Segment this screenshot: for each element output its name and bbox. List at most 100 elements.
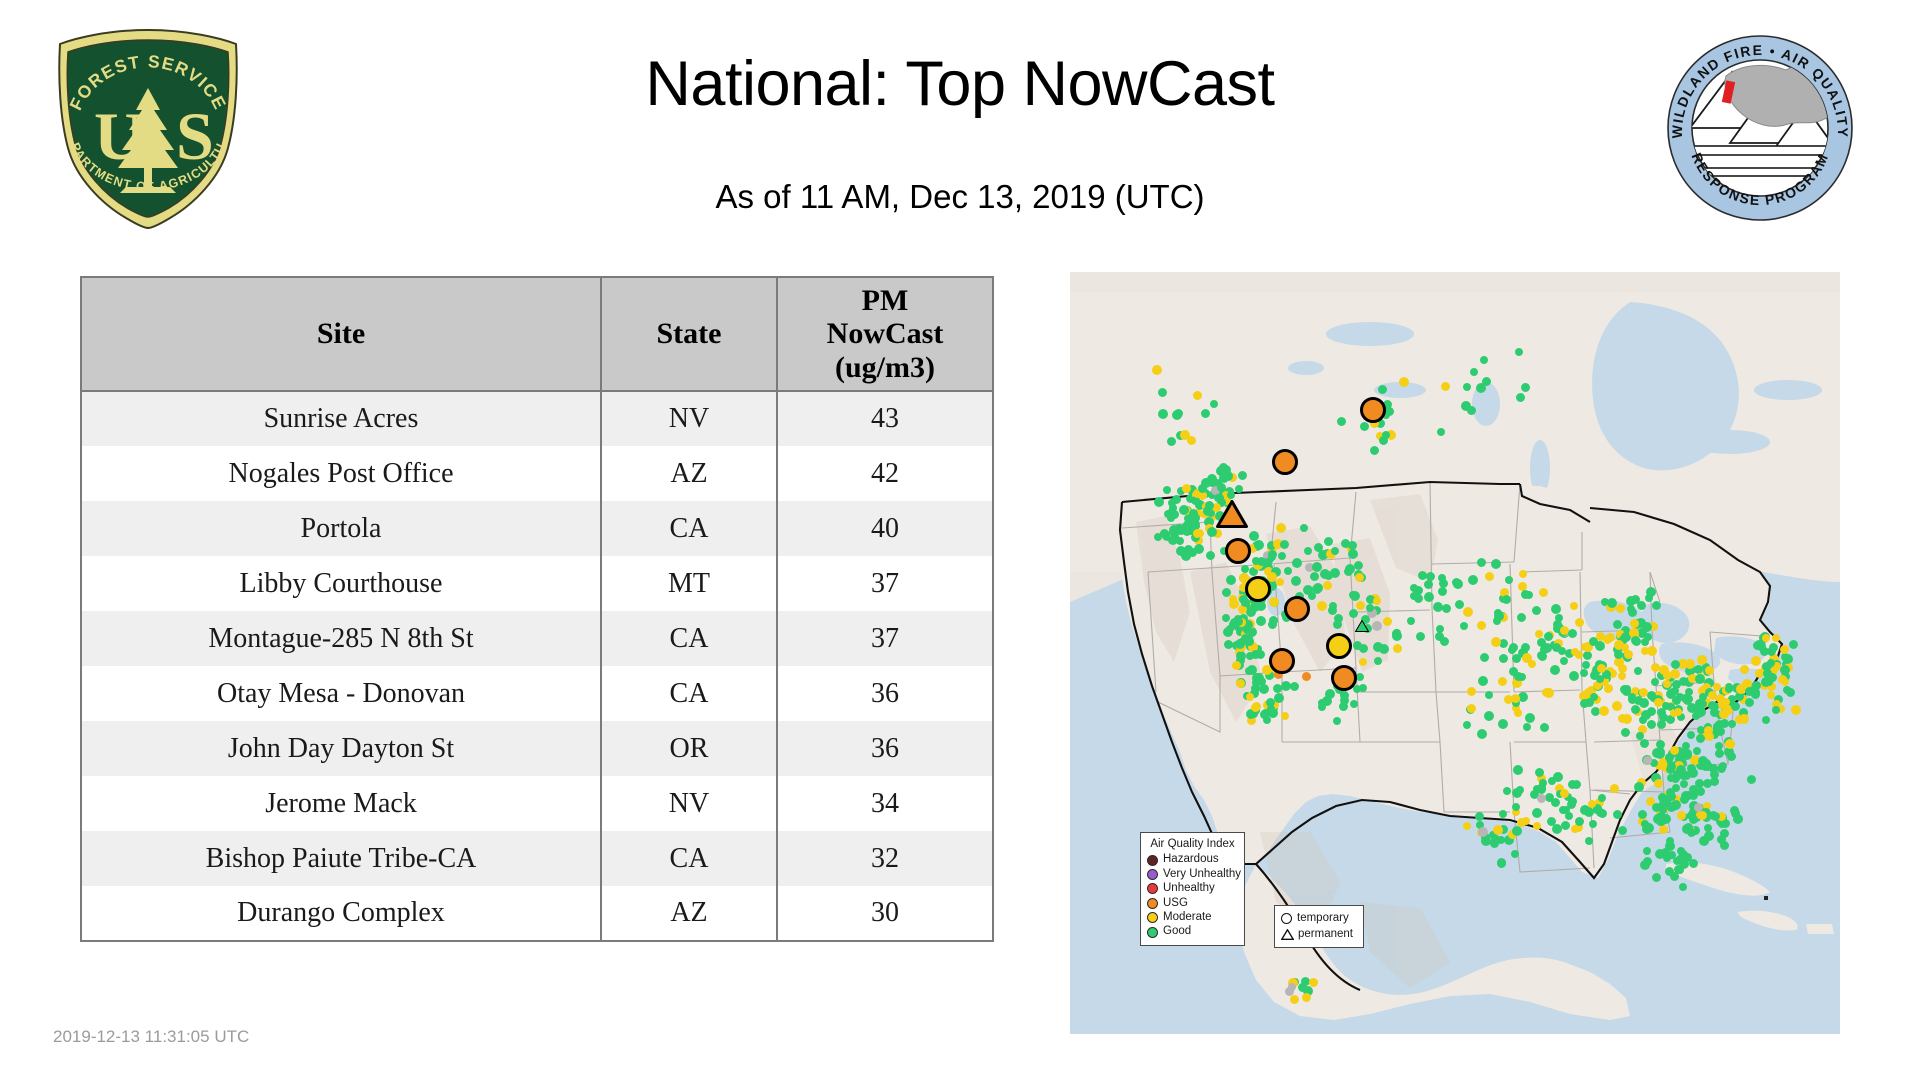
monitor-dot[interactable]: [1616, 604, 1626, 614]
monitor-dot[interactable]: [1731, 701, 1741, 711]
monitor-dot[interactable]: [1320, 568, 1331, 579]
monitor-dot[interactable]: [1690, 754, 1701, 765]
monitor-dot[interactable]: [1176, 536, 1185, 545]
monitor-dot[interactable]: [1537, 773, 1547, 783]
monitor-dot[interactable]: [1179, 429, 1190, 440]
monitor-dot[interactable]: [1504, 576, 1513, 585]
monitor-dot[interactable]: [1643, 847, 1651, 856]
monitor-dot[interactable]: [1656, 739, 1666, 749]
monitor-dot[interactable]: [1755, 641, 1766, 652]
monitor-dot[interactable]: [1745, 698, 1755, 708]
top-site-marker[interactable]: [1272, 449, 1298, 475]
monitor-dot[interactable]: [1604, 685, 1613, 694]
monitor-dot[interactable]: [1639, 698, 1650, 709]
monitor-dot[interactable]: [1662, 853, 1671, 862]
monitor-dot[interactable]: [1355, 573, 1365, 582]
monitor-dot[interactable]: [1212, 528, 1222, 538]
monitor-dot[interactable]: [1290, 681, 1300, 691]
monitor-dot[interactable]: [1424, 580, 1434, 590]
monitor-dot[interactable]: [1733, 814, 1744, 825]
monitor-dot[interactable]: [1222, 613, 1231, 622]
monitor-dot[interactable]: [1413, 586, 1423, 596]
monitor-dot[interactable]: [1491, 559, 1502, 570]
monitor-dot[interactable]: [1695, 674, 1706, 685]
monitor-dot[interactable]: [1433, 601, 1444, 612]
monitor-dot[interactable]: [1529, 790, 1539, 800]
monitor-dot[interactable]: [1373, 642, 1384, 653]
monitor-dot[interactable]: [1651, 872, 1661, 882]
monitor-dot[interactable]: [1255, 600, 1266, 611]
monitor-dot[interactable]: [1186, 493, 1196, 503]
monitor-dot[interactable]: [1512, 654, 1522, 664]
monitor-dot[interactable]: [1365, 594, 1375, 604]
monitor-dot[interactable]: [1234, 614, 1243, 623]
monitor-dot[interactable]: [1534, 630, 1543, 639]
monitor-dot[interactable]: [1451, 577, 1461, 587]
monitor-dot[interactable]: [1726, 752, 1736, 762]
monitor-dot[interactable]: [1669, 872, 1679, 882]
monitor-dot[interactable]: [1769, 666, 1779, 676]
monitor-dot[interactable]: [1288, 983, 1297, 992]
monitor-dot[interactable]: [1671, 800, 1682, 811]
monitor-dot[interactable]: [1631, 704, 1641, 714]
monitor-dot[interactable]: [1710, 812, 1720, 822]
monitor-dot[interactable]: [1570, 602, 1579, 611]
monitor-dot[interactable]: [1703, 778, 1713, 788]
monitor-dot[interactable]: [1590, 692, 1598, 701]
monitor-dot[interactable]: [1647, 720, 1657, 730]
monitor-dot[interactable]: [1359, 644, 1369, 654]
monitor-dot[interactable]: [1516, 612, 1526, 622]
monitor-dot[interactable]: [1626, 605, 1635, 614]
monitor-dot[interactable]: [1574, 650, 1583, 659]
monitor-dot[interactable]: [1666, 702, 1675, 711]
monitor-dot[interactable]: [1790, 704, 1801, 715]
monitor-dot[interactable]: [1772, 700, 1782, 710]
monitor-dot[interactable]: [1258, 684, 1269, 695]
monitor-dot[interactable]: [1254, 540, 1265, 551]
monitor-dot[interactable]: [1189, 512, 1200, 523]
monitor-dot[interactable]: [1596, 631, 1605, 641]
monitor-dot[interactable]: [1269, 597, 1280, 608]
monitor-dot[interactable]: [1696, 733, 1706, 743]
monitor-dot[interactable]: [1152, 364, 1163, 375]
monitor-dot[interactable]: [1715, 748, 1725, 758]
monitor-dot[interactable]: [1728, 694, 1737, 703]
monitor-dot[interactable]: [1692, 746, 1701, 755]
monitor-dot[interactable]: [1682, 749, 1693, 760]
monitor-dot[interactable]: [1492, 825, 1503, 836]
monitor-dot[interactable]: [1694, 802, 1704, 812]
monitor-dot[interactable]: [1370, 446, 1380, 456]
monitor-dot[interactable]: [1628, 695, 1638, 705]
monitor-dot[interactable]: [1216, 498, 1226, 507]
monitor-dot[interactable]: [1582, 660, 1591, 669]
monitor-dot[interactable]: [1499, 825, 1509, 835]
monitor-dot[interactable]: [1655, 760, 1665, 770]
monitor-dot[interactable]: [1646, 797, 1656, 807]
monitor-dot[interactable]: [1620, 626, 1630, 636]
monitor-dot[interactable]: [1634, 696, 1644, 706]
monitor-dot[interactable]: [1517, 647, 1528, 658]
monitor-dot[interactable]: [1459, 621, 1468, 630]
monitor-dot[interactable]: [1463, 607, 1474, 618]
monitor-dot[interactable]: [1516, 392, 1526, 402]
monitor-dot[interactable]: [1665, 752, 1675, 762]
monitor-dot[interactable]: [1236, 679, 1246, 689]
monitor-dot[interactable]: [1607, 669, 1617, 679]
monitor-dot[interactable]: [1673, 865, 1683, 875]
monitor-dot[interactable]: [1597, 808, 1607, 818]
monitor-dot[interactable]: [1212, 502, 1222, 512]
monitor-dot[interactable]: [1476, 620, 1486, 630]
monitor-dot[interactable]: [1555, 784, 1565, 794]
monitor-dot[interactable]: [1568, 670, 1579, 681]
monitor-dot[interactable]: [1463, 821, 1472, 830]
monitor-dot[interactable]: [1437, 574, 1446, 583]
monitor-dot[interactable]: [1238, 572, 1249, 583]
monitor-dot[interactable]: [1619, 642, 1629, 652]
monitor-dot[interactable]: [1613, 656, 1624, 667]
monitor-dot[interactable]: [1575, 817, 1585, 827]
monitor-dot[interactable]: [1703, 831, 1714, 842]
monitor-dot[interactable]: [1385, 429, 1396, 440]
monitor-dot[interactable]: [1644, 822, 1654, 832]
monitor-dot[interactable]: [1283, 567, 1292, 576]
monitor-dot[interactable]: [1678, 770, 1687, 779]
